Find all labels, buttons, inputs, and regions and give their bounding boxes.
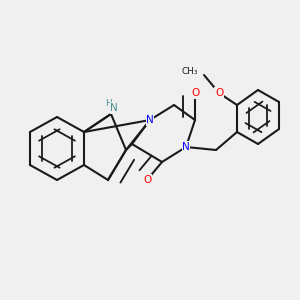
Text: CH₃: CH₃ — [182, 68, 198, 76]
Text: O: O — [191, 88, 199, 98]
Text: O: O — [143, 175, 151, 185]
Text: N: N — [146, 115, 154, 125]
Text: N: N — [182, 142, 190, 152]
Text: H: H — [105, 99, 111, 108]
Text: O: O — [215, 88, 223, 98]
Text: N: N — [110, 103, 118, 113]
